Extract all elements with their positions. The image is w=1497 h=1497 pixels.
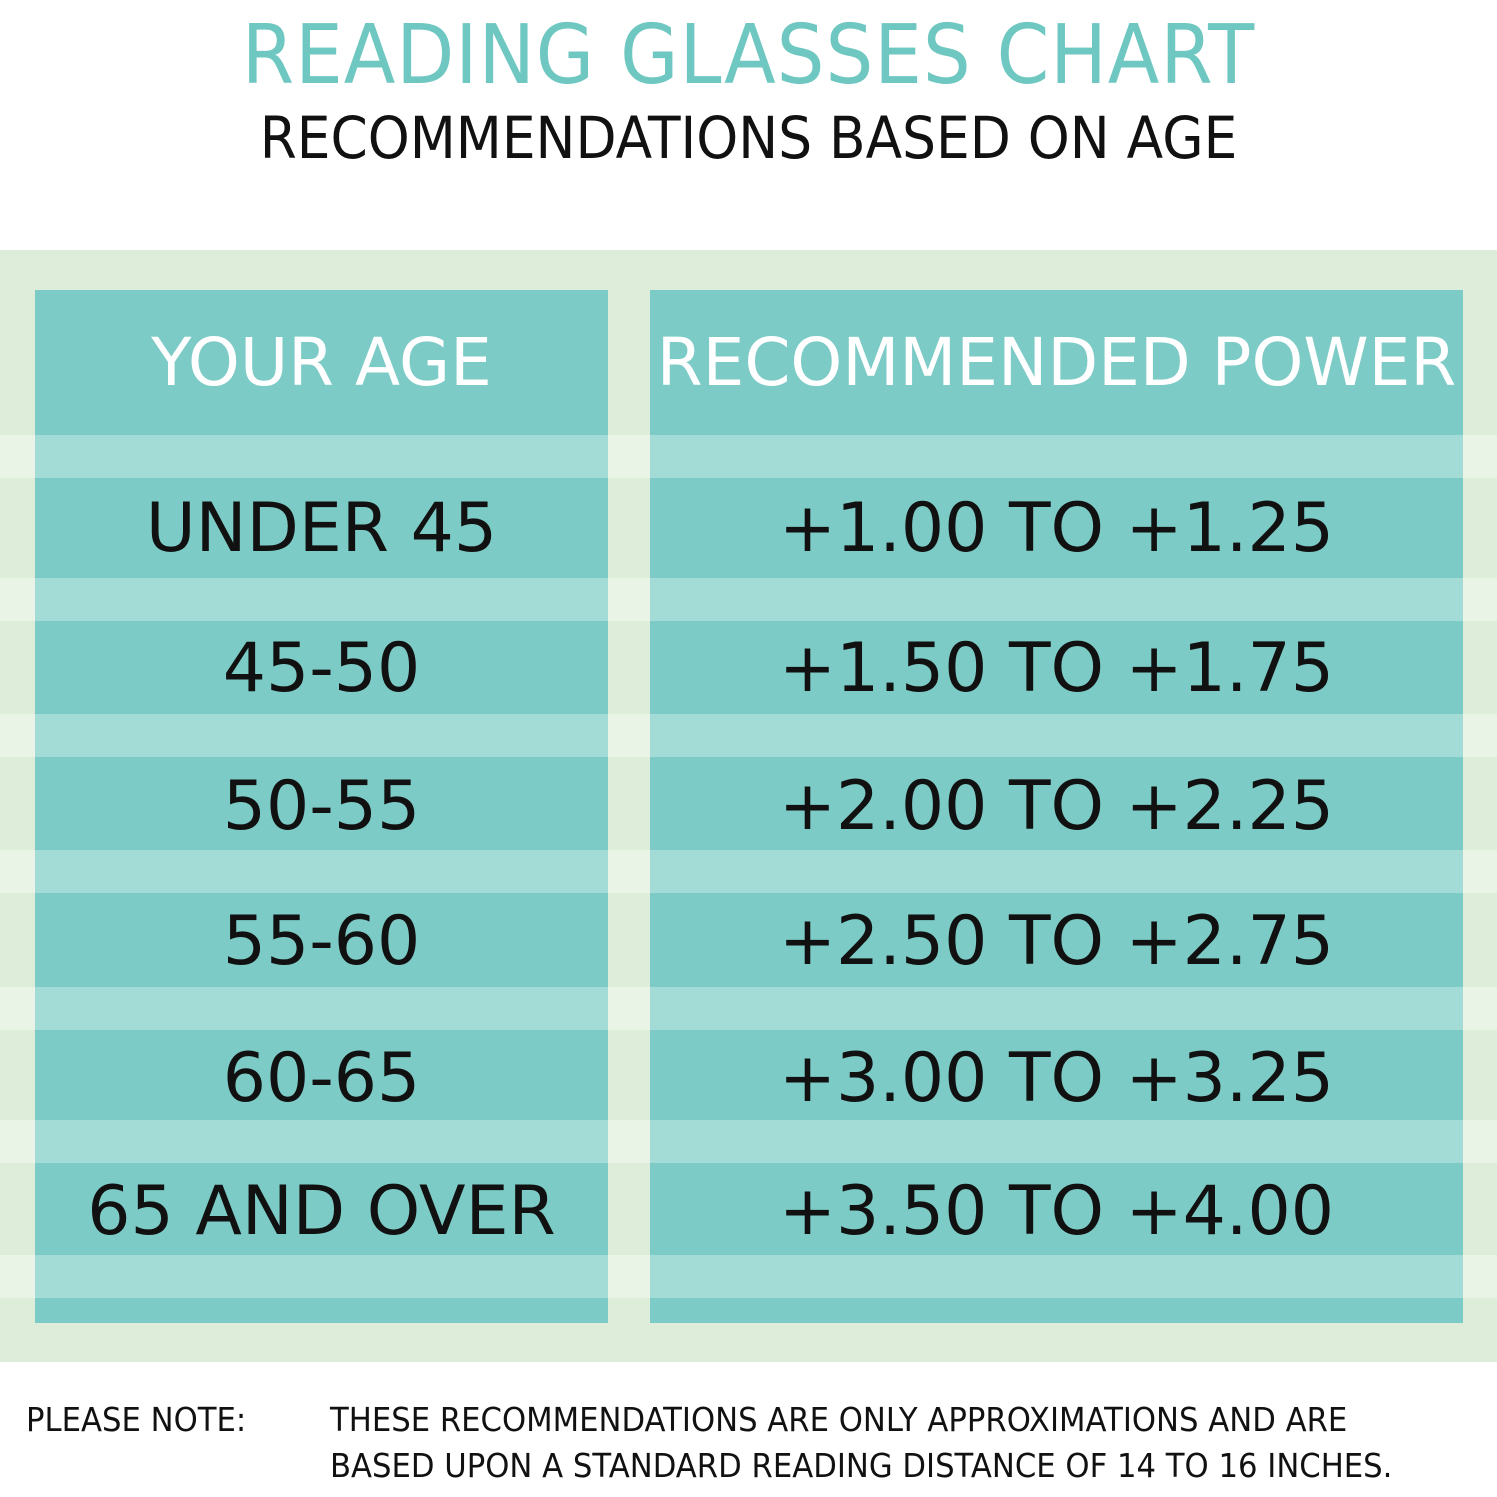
row-separator-stripe [35, 714, 608, 757]
power-cell: +1.50 TO +1.75 [778, 628, 1335, 708]
age-column-header: YOUR AGE [151, 324, 492, 401]
age-column: YOUR AGE UNDER 45 45-50 50-55 55-60 60-65 65 … [35, 290, 608, 1323]
power-cell: +3.50 TO +4.00 [778, 1171, 1335, 1251]
power-cell: +3.00 TO +3.25 [778, 1038, 1335, 1118]
power-cell: +2.00 TO +2.25 [778, 766, 1335, 846]
row-separator-stripe [650, 850, 1463, 893]
note-line-2: BASED UPON A STANDARD READING DISTANCE O… [330, 1446, 1393, 1485]
age-cell: 45-50 [222, 628, 421, 708]
row-separator-stripe [650, 1255, 1463, 1298]
row-separator-stripe [650, 714, 1463, 757]
age-cell: 65 AND OVER [87, 1171, 556, 1251]
row-separator-stripe [35, 435, 608, 478]
row-separator-stripe [35, 850, 608, 893]
row-separator-stripe [35, 1120, 608, 1163]
row-separator-stripe [650, 435, 1463, 478]
note-label: PLEASE NOTE: [26, 1400, 247, 1439]
power-column-header: RECOMMENDED POWER [656, 324, 1457, 401]
power-cell: +2.50 TO +2.75 [778, 901, 1335, 981]
age-cell: 60-65 [222, 1038, 421, 1118]
row-separator-stripe [650, 1120, 1463, 1163]
row-separator-stripe [35, 987, 608, 1030]
row-separator-stripe [35, 1255, 608, 1298]
row-separator-stripe [35, 578, 608, 621]
note-line-1: THESE RECOMMENDATIONS ARE ONLY APPROXIMA… [330, 1400, 1348, 1439]
row-separator-stripe [650, 987, 1463, 1030]
age-cell: 55-60 [222, 901, 421, 981]
chart-title: READING GLASSES CHART [241, 8, 1256, 103]
power-cell: +1.00 TO +1.25 [778, 488, 1335, 568]
age-cell: 50-55 [222, 766, 421, 846]
power-column: RECOMMENDED POWER +1.00 TO +1.25 +1.50 TO… [650, 290, 1463, 1323]
chart-subtitle: RECOMMENDATIONS BASED ON AGE [259, 104, 1238, 172]
row-separator-stripe [650, 578, 1463, 621]
age-cell: UNDER 45 [145, 488, 498, 568]
